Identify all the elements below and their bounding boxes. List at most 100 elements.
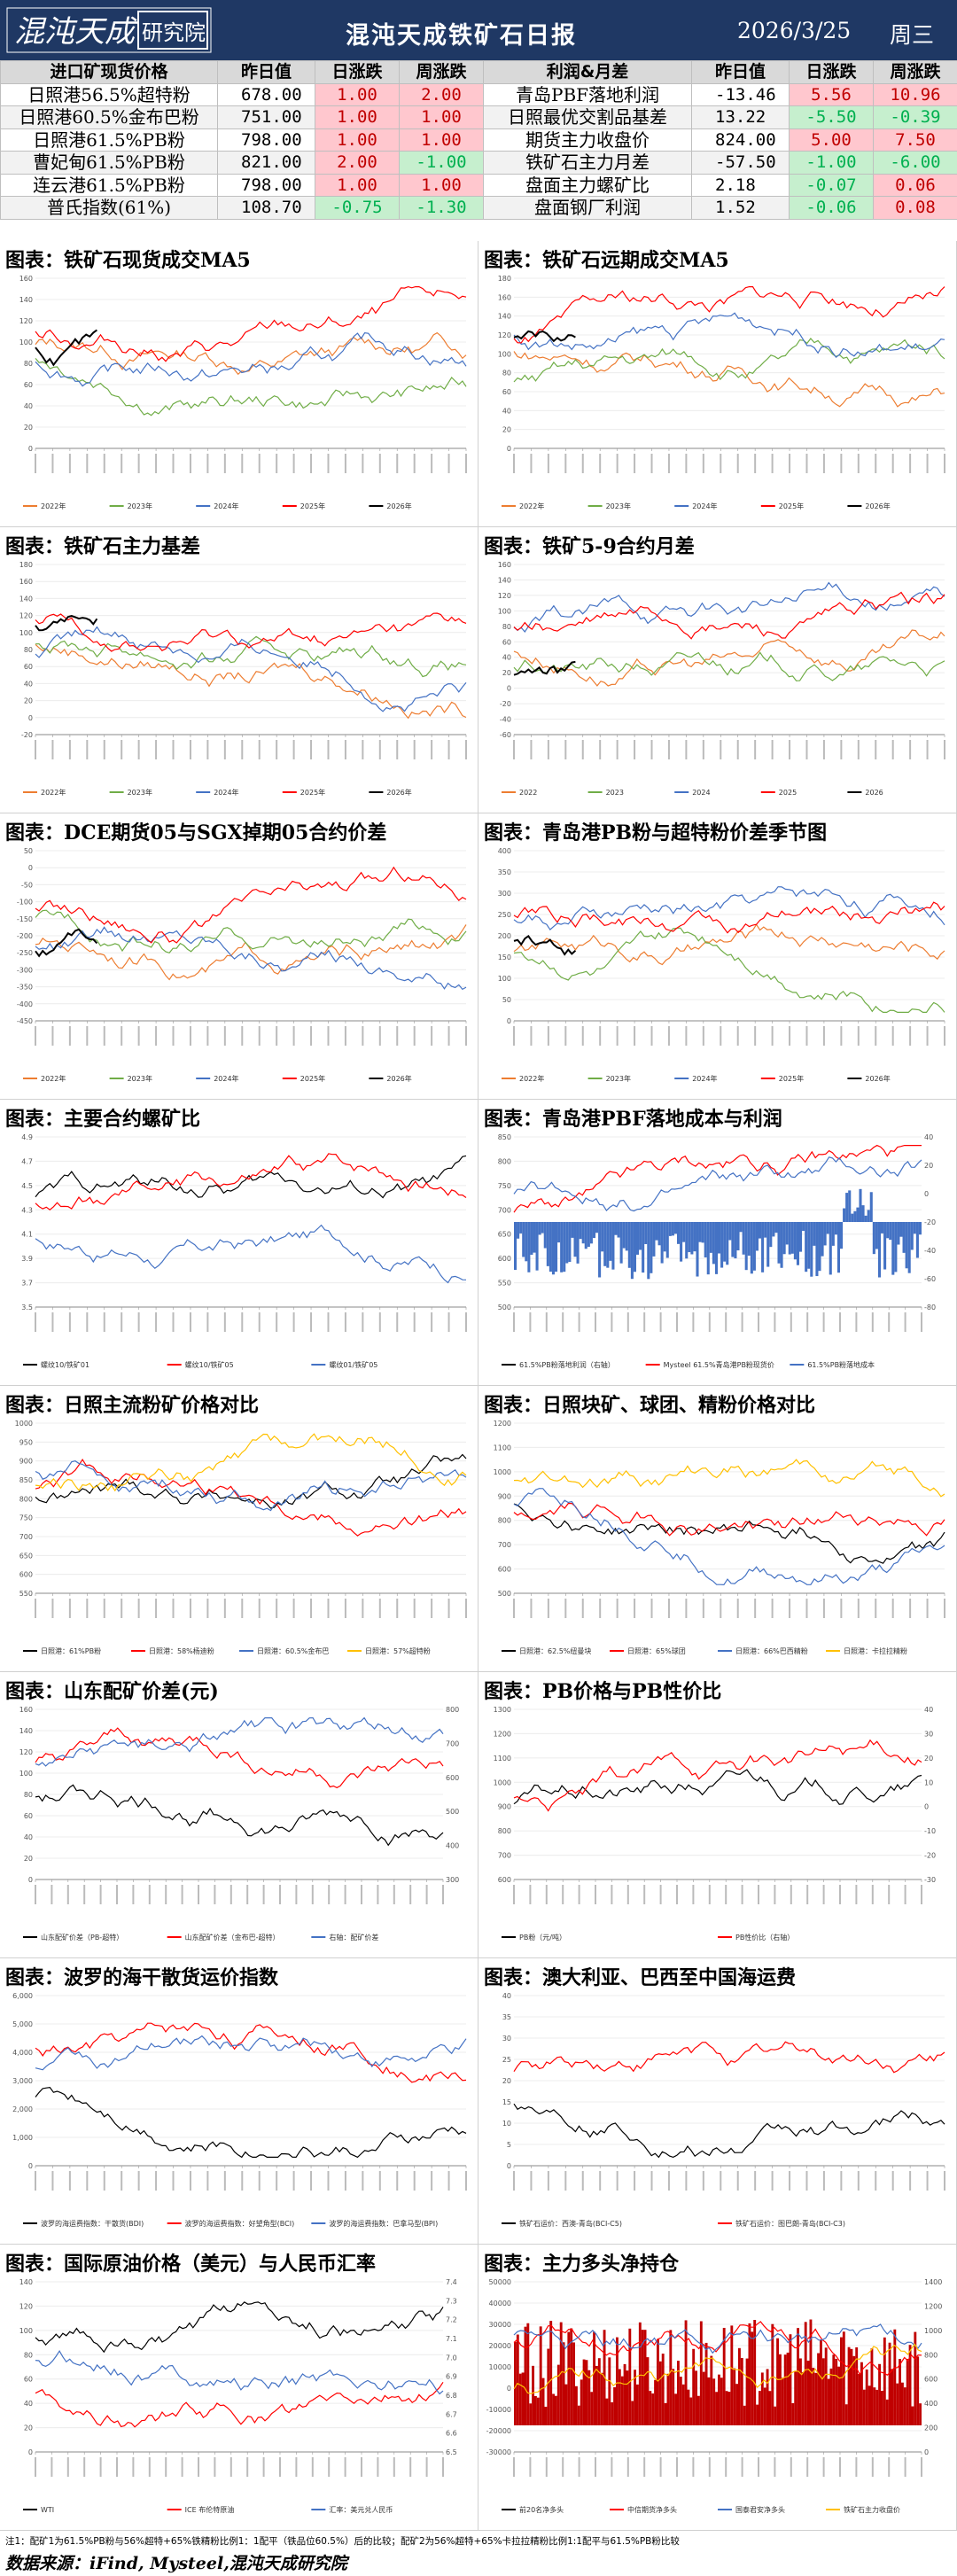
x-tick-label-mark xyxy=(857,454,860,473)
x-tick-label-mark xyxy=(155,740,158,759)
y-tick-label: 30 xyxy=(502,2035,511,2043)
profit-bar xyxy=(899,1222,903,1237)
y-tick-label: 0 xyxy=(28,2448,33,2456)
y-tick-label: 800 xyxy=(498,1517,511,1525)
x-tick-label-mark xyxy=(720,740,722,759)
x-tick-label-mark xyxy=(659,1885,662,1904)
y-tick-label: 200 xyxy=(498,932,511,940)
table-row: 普氏指数(61%) 108.70 -0.75 -1.30 xyxy=(0,196,484,220)
y-right-tick-label: -40 xyxy=(924,1247,936,1255)
x-tick-label-mark xyxy=(805,454,808,473)
x-tick-label-mark xyxy=(155,454,158,473)
position-bar xyxy=(878,2363,881,2425)
legend-label: 2024年 xyxy=(214,502,238,510)
chart-title: 图表：国际原油价格（美元）与人民币汇率 xyxy=(5,2253,377,2276)
y-tick-label: 4,000 xyxy=(12,2049,33,2057)
chart-panel: 图表：波罗的海干散货运价指数 0 1,000 2,000 3,000 4,000 5,000… xyxy=(0,1958,478,2245)
row-name: 铁矿石主力月差 xyxy=(483,151,692,175)
x-tick-label-mark xyxy=(564,2171,567,2191)
position-bar xyxy=(646,2357,650,2425)
x-tick-label-mark xyxy=(328,2457,331,2477)
y-tick-label: 20 xyxy=(502,426,511,434)
y-tick-label: 700 xyxy=(498,1852,511,1860)
position-bar xyxy=(704,2342,708,2425)
profit-bar xyxy=(688,1222,691,1253)
x-tick-label-mark xyxy=(581,1599,584,1618)
row-day-change: -0.75 xyxy=(315,196,400,220)
position-bar xyxy=(751,2331,754,2425)
position-bar xyxy=(774,2406,777,2425)
x-tick-label-mark xyxy=(771,1026,774,1046)
profit-bar xyxy=(673,1222,677,1234)
x-tick-label-mark xyxy=(909,1599,912,1618)
x-tick-label-mark xyxy=(68,1026,71,1046)
x-tick-label-mark xyxy=(720,454,722,473)
y-tick-label: 1,000 xyxy=(12,2134,33,2142)
x-tick-label-mark xyxy=(172,2171,175,2191)
position-bar xyxy=(562,2342,565,2425)
position-bar xyxy=(638,2322,642,2425)
table-row: 日照港61.5%PB粉 798.00 1.00 1.00 xyxy=(0,128,484,152)
legend-label: 前20名净多头 xyxy=(519,2505,564,2514)
x-tick-label-mark xyxy=(741,1885,743,1904)
chart-panel: 图表：日照块矿、球团、精粉价格对比 500 600 700 800 900 1000 1100… xyxy=(478,1386,957,1672)
x-tick-label-mark xyxy=(667,1026,670,1046)
y-tick-label: 2,000 xyxy=(12,2105,33,2113)
y-tick-label: 20 xyxy=(24,2424,33,2432)
x-tick-label-mark xyxy=(51,740,54,759)
x-tick-label-mark xyxy=(431,454,433,473)
position-bar xyxy=(768,2391,772,2425)
x-tick-label-mark xyxy=(891,454,894,473)
y-tick-label: 160 xyxy=(498,293,511,301)
series-line xyxy=(513,886,945,931)
chart-title: 图表：DCE期货05与SGX掉期05合约价差 xyxy=(5,821,387,844)
series-line xyxy=(35,285,467,362)
y-tick-label: 500 xyxy=(498,1590,511,1598)
y-right-tick-label: 600 xyxy=(446,1774,459,1782)
profit-bar xyxy=(907,1222,911,1273)
chart-title: 图表：澳大利亚、巴西至中国海运费 xyxy=(484,1966,797,1989)
profit-bar xyxy=(598,1222,602,1278)
series-line xyxy=(513,2321,922,2376)
series-line xyxy=(513,591,945,640)
x-tick-label-mark xyxy=(806,1312,809,1332)
row-week-change: 0.06 xyxy=(873,173,957,197)
data-source: 数据来源：iFind, Mysteel,混沌天成研究院 xyxy=(5,2554,347,2573)
x-tick-label-mark xyxy=(258,740,261,759)
x-tick-label-mark xyxy=(377,1885,379,1904)
profit-bar xyxy=(551,1222,555,1275)
y-tick-label: 650 xyxy=(498,1231,511,1239)
x-tick-label-mark xyxy=(310,1026,313,1046)
x-tick-label-mark xyxy=(904,1885,906,1904)
x-tick-label-mark xyxy=(393,2457,395,2477)
series-line xyxy=(513,651,945,681)
profit-bar xyxy=(714,1222,718,1274)
series-line xyxy=(35,626,467,712)
series-line xyxy=(513,901,945,934)
y-tick-label: 1200 xyxy=(494,1420,511,1428)
legend-label: 2022年 xyxy=(519,502,544,510)
y-tick-label: 700 xyxy=(498,1206,511,1214)
legend-label: 日照港：58%杨迪粉 xyxy=(149,1646,214,1655)
legend-label: 2026年 xyxy=(865,1074,890,1083)
x-tick-label-mark xyxy=(86,454,89,473)
y-right-tick-label: 200 xyxy=(924,2424,938,2432)
y-tick-label: 80 xyxy=(24,1791,33,1799)
series-line xyxy=(35,2022,467,2083)
y-tick-label: 40 xyxy=(24,1833,33,1841)
position-bar xyxy=(699,2321,703,2425)
y-right-tick-label: 400 xyxy=(446,1842,459,1850)
legend-label: 日照港：57%超特粉 xyxy=(365,1646,431,1655)
x-tick-label-mark xyxy=(888,2457,891,2477)
x-tick-label-mark xyxy=(871,2457,874,2477)
legend-label: 铁矿石主力收盘价 xyxy=(844,2505,900,2514)
profit-bar xyxy=(517,1222,520,1239)
position-bar xyxy=(885,2399,889,2425)
position-bar xyxy=(791,2402,795,2425)
x-tick-label-mark xyxy=(564,740,567,759)
x-tick-label-mark xyxy=(465,1599,467,1618)
profit-bar xyxy=(546,1222,549,1266)
legend-label: 2026年 xyxy=(386,788,411,797)
x-tick-label-mark xyxy=(909,2171,912,2191)
series-line xyxy=(513,1503,945,1564)
